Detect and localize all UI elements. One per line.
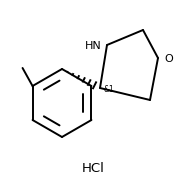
Text: HCl: HCl [82, 161, 104, 174]
Text: O: O [165, 54, 173, 64]
Text: HN: HN [85, 41, 101, 51]
Text: &1: &1 [104, 86, 115, 95]
